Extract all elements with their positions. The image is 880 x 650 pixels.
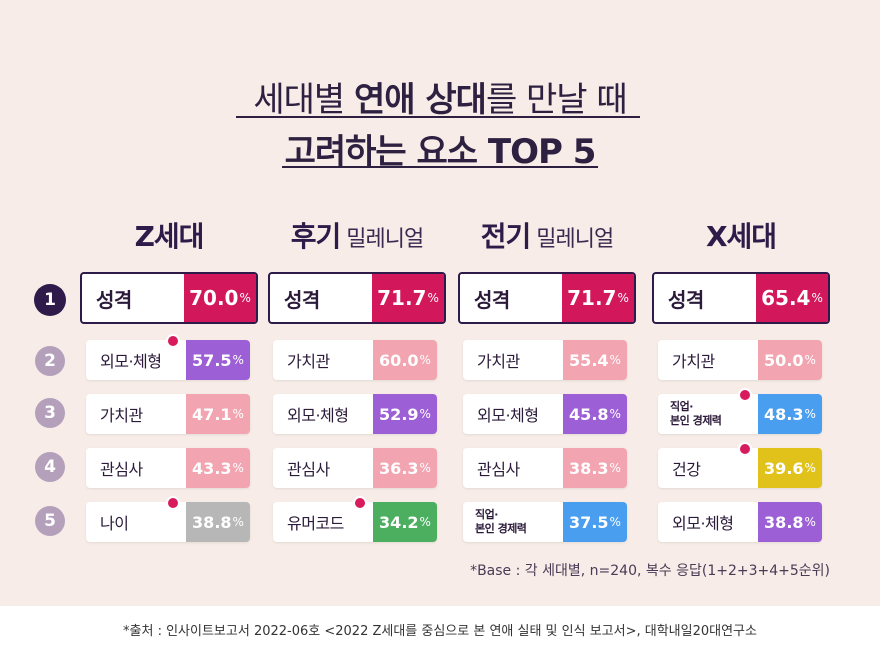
- title-underline-1: [236, 116, 640, 118]
- factor-value: 55.4%: [563, 340, 627, 380]
- highlight-dot: [166, 496, 180, 510]
- factor-value: 65.4%: [756, 274, 828, 322]
- factor-card: 성격 71.7%: [268, 272, 446, 324]
- highlight-dot: [166, 334, 180, 348]
- factor-value: 45.8%: [563, 394, 627, 434]
- factor-value: 50.0%: [758, 340, 822, 380]
- factor-value: 70.0%: [184, 274, 256, 322]
- column-header-sub: 밀레니얼: [530, 227, 614, 252]
- factor-value: 48.3%: [758, 394, 822, 434]
- highlight-dot: [738, 388, 752, 402]
- factor-label: 외모·체형: [287, 406, 349, 425]
- title-part-1: 세대별: [253, 80, 354, 120]
- factor-value: 38.3%: [563, 448, 627, 488]
- factor-label: 성격: [96, 287, 132, 312]
- factor-value: 47.1%: [186, 394, 250, 434]
- factor-value: 52.9%: [373, 394, 437, 434]
- title-line-1: 세대별 연애 상대를 만날 때: [0, 72, 880, 121]
- factor-label: 관심사: [477, 460, 520, 479]
- factor-label: 관심사: [100, 460, 143, 479]
- factor-label: 건강: [672, 460, 701, 479]
- factor-label: 외모·체형: [100, 352, 162, 371]
- rank-badge-2: 2: [35, 346, 65, 376]
- title-emphasis: 연애 상대: [353, 80, 487, 120]
- title-part-2: 를 만날 때: [485, 80, 628, 120]
- factor-value: 36.3%: [373, 448, 437, 488]
- column-header-name: Z세대: [134, 220, 205, 253]
- factor-label: 가치관: [672, 352, 715, 371]
- highlight-dot: [353, 496, 367, 510]
- rank-badge-3: 3: [35, 398, 65, 428]
- factor-label: 관심사: [287, 460, 330, 479]
- rank-badge-4: 4: [35, 452, 65, 482]
- factor-label: 외모·체형: [477, 406, 539, 425]
- factor-label: 가치관: [100, 406, 143, 425]
- column-header-3: 전기 밀레니얼: [457, 215, 637, 255]
- column-header-4: X세대: [651, 215, 831, 255]
- highlight-dot: [738, 442, 752, 456]
- factor-label: 성격: [474, 287, 510, 312]
- rank-badge-1: 1: [34, 284, 66, 316]
- factor-label: 외모·체형: [672, 514, 734, 533]
- factor-label: 성격: [668, 287, 704, 312]
- title-underline-2: [282, 166, 598, 168]
- factor-label: 가치관: [477, 352, 520, 371]
- factor-value: 34.2%: [373, 502, 437, 542]
- column-header-name: X세대: [705, 220, 777, 253]
- factor-value: 38.8%: [758, 502, 822, 542]
- factor-card: 유머코드 34.2%: [273, 502, 437, 542]
- factor-label: 직업· 본인 경제력: [670, 400, 722, 427]
- column-header-sub: 밀레니얼: [340, 227, 424, 252]
- factor-card: 가치관 60.0%: [273, 340, 437, 380]
- source-note: *출처 : 인사이트보고서 2022-06호 <2022 Z세대를 중심으로 본…: [123, 624, 757, 639]
- factor-label: 유머코드: [287, 514, 344, 533]
- factor-label: 가치관: [287, 352, 330, 371]
- factor-value: 71.7%: [372, 274, 444, 322]
- factor-value: 43.3%: [186, 448, 250, 488]
- column-header-name: 후기: [290, 220, 342, 253]
- title-line-2: 고려하는 요소 TOP 5: [284, 132, 597, 172]
- factor-card: 성격 70.0%: [80, 272, 258, 324]
- factor-value: 71.7%: [562, 274, 634, 322]
- factor-card: 직업· 본인 경제력 37.5%: [463, 502, 627, 542]
- factor-card: 관심사 36.3%: [273, 448, 437, 488]
- factor-value: 57.5%: [186, 340, 250, 380]
- factor-card: 건강 39.6%: [658, 448, 822, 488]
- factor-card: 가치관 50.0%: [658, 340, 822, 380]
- column-header-2: 후기 밀레니얼: [267, 215, 447, 255]
- factor-card: 외모·체형 38.8%: [658, 502, 822, 542]
- rank-badge-5: 5: [35, 506, 65, 536]
- factor-card: 가치관 55.4%: [463, 340, 627, 380]
- factor-label: 나이: [100, 514, 129, 533]
- factor-value: 60.0%: [373, 340, 437, 380]
- factor-card: 외모·체형 52.9%: [273, 394, 437, 434]
- factor-card: 관심사 38.3%: [463, 448, 627, 488]
- column-header-name: 전기: [480, 220, 532, 253]
- factor-value: 37.5%: [563, 502, 627, 542]
- factor-value: 39.6%: [758, 448, 822, 488]
- base-note: *Base : 각 세대별, n=240, 복수 응답(1+2+3+4+5순위): [470, 563, 830, 579]
- factor-card: 외모·체형 45.8%: [463, 394, 627, 434]
- factor-card: 성격 65.4%: [652, 272, 830, 324]
- factor-label: 성격: [284, 287, 320, 312]
- factor-value: 38.8%: [186, 502, 250, 542]
- column-header-1: Z세대: [79, 215, 259, 255]
- factor-label: 직업· 본인 경제력: [475, 508, 527, 535]
- factor-card: 관심사 43.3%: [86, 448, 250, 488]
- factor-card: 성격 71.7%: [458, 272, 636, 324]
- factor-card: 가치관 47.1%: [86, 394, 250, 434]
